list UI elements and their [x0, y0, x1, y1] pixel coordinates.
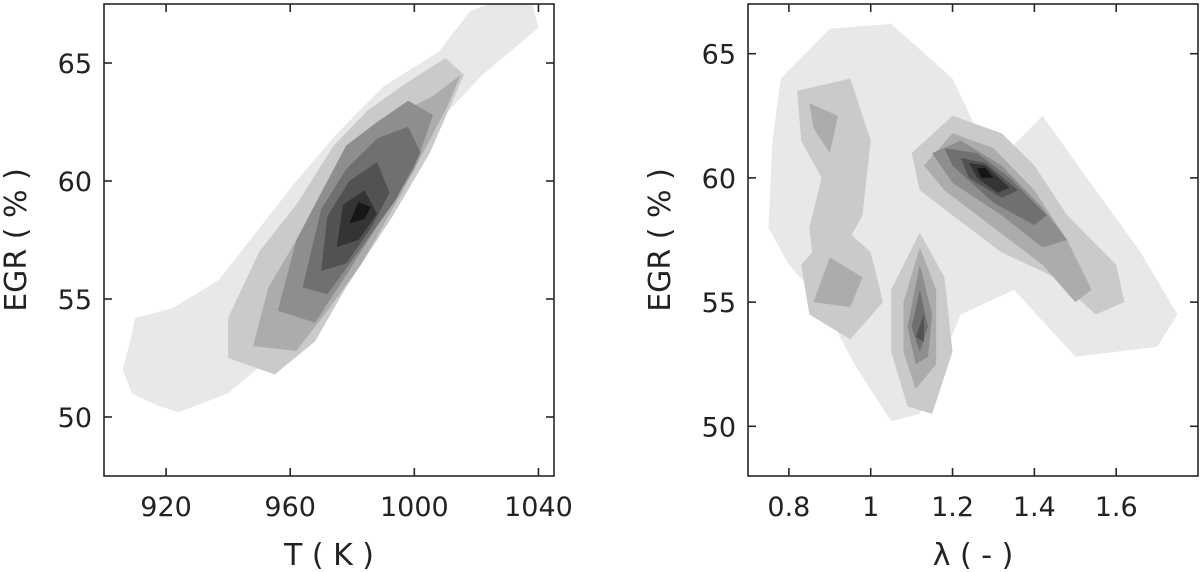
y-tick-label: 60 — [702, 164, 736, 195]
y-axis-label: EGR ( % ) — [0, 168, 34, 312]
x-tick-label: 1.4 — [1013, 492, 1056, 523]
y-tick-label: 55 — [58, 285, 92, 316]
right-contour-panel: 0.8 1 1.2 1.4 1.6 50 55 60 65 λ ( - ) EGR ( % ) — [643, 3, 1199, 572]
x-tick-label: 960 — [264, 492, 316, 523]
y-axis-label: EGR ( % ) — [643, 168, 678, 312]
y-tick-label: 60 — [58, 167, 92, 198]
plot-frame — [747, 3, 1199, 477]
x-tick-label: 1.6 — [1095, 492, 1138, 523]
plot-frame — [103, 3, 555, 477]
y-tick-label: 50 — [702, 412, 736, 443]
x-tick-label: 1040 — [504, 492, 573, 523]
x-axis-label: λ ( - ) — [933, 538, 1014, 572]
x-tick-label: 1000 — [380, 492, 449, 523]
contour-fills — [768, 23, 1178, 422]
x-tick-label: 1.2 — [931, 492, 974, 523]
y-tick-label: 55 — [702, 288, 736, 319]
left-contour-panel: 920 960 1000 1040 50 55 60 65 T ( K ) EGR ( % ) — [0, 3, 573, 572]
contour-level-6-region-1 — [915, 314, 924, 342]
contour-fills — [122, 4, 539, 413]
x-tick-label: 1 — [862, 492, 879, 523]
x-tick-label: 920 — [140, 492, 192, 523]
y-tick-label: 65 — [58, 49, 92, 80]
contour-level-8-region-1 — [349, 202, 371, 224]
y-tick-label: 50 — [58, 403, 92, 434]
y-tick-label: 65 — [702, 40, 736, 71]
x-tick-label: 0.8 — [767, 492, 810, 523]
contour-level-8-region-1 — [977, 168, 994, 178]
x-axis-label: T ( K ) — [283, 538, 374, 572]
contour-level-3-region-1 — [809, 103, 838, 154]
contour-level-3-region-2 — [813, 257, 863, 308]
